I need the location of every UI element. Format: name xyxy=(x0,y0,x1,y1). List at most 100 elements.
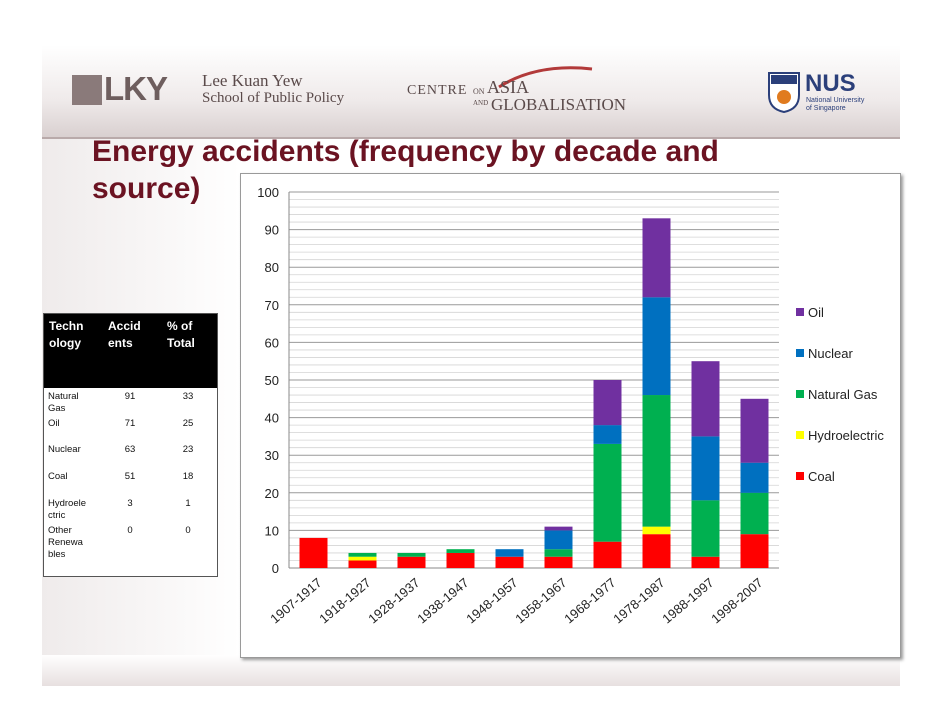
nus-crest-icon xyxy=(768,72,800,113)
caag-logo-swoosh xyxy=(498,66,593,89)
y-tick-label: 30 xyxy=(265,448,279,463)
x-tick-label: 1998-2007 xyxy=(708,575,765,626)
bar-segment xyxy=(299,537,328,568)
y-tick-label: 70 xyxy=(265,298,279,313)
bar-segment xyxy=(691,361,720,437)
x-tick-label: 1968-1977 xyxy=(561,575,618,626)
caag-centre: CENTRE xyxy=(407,83,468,98)
bar-segment xyxy=(642,297,671,396)
bar-segment xyxy=(740,492,769,535)
bar-segment xyxy=(348,556,377,561)
bottom-shade xyxy=(42,655,900,686)
bar-segment xyxy=(397,552,426,557)
x-tick-label: 1958-1967 xyxy=(512,575,569,626)
bar-segment xyxy=(593,425,622,444)
bar-segment xyxy=(495,556,524,568)
nus-line2: of Singapore xyxy=(806,105,846,112)
header-technology-line2: ology xyxy=(49,336,81,350)
nus-mark: NUS xyxy=(805,70,856,97)
nus-logo: NUS National University of Singapore xyxy=(767,71,897,117)
header-percent: % of Total xyxy=(167,318,195,352)
table-cell-accidents: 0 xyxy=(127,525,133,536)
table-cell-technology: Nuclear xyxy=(48,444,81,455)
table-cell-technology: Coal xyxy=(48,471,68,482)
y-tick-label: 80 xyxy=(265,260,279,275)
bar-segment xyxy=(544,526,573,531)
y-tick-label: 10 xyxy=(265,523,279,538)
lky-logo-mark: LKY xyxy=(104,70,168,107)
bar-segment xyxy=(642,526,671,535)
bar-segment xyxy=(642,395,671,527)
slide-title-line1: Energy accidents (frequency by decade an… xyxy=(92,135,719,168)
x-tick-label: 1918-1927 xyxy=(316,575,373,626)
table-cell-percent: 33 xyxy=(182,391,194,402)
legend-label: Nuclear xyxy=(808,346,853,361)
table-cell-technology: Natural Gas xyxy=(48,391,79,414)
lky-logo-line1: Lee Kuan Yew xyxy=(202,71,303,90)
header-technology-line1: Techn xyxy=(49,319,84,333)
caag-on: ON xyxy=(473,87,485,96)
nus-line1: National University xyxy=(806,97,865,104)
caag-asia: ASIA xyxy=(487,77,530,97)
legend-swatch xyxy=(796,472,804,480)
legend-label: Natural Gas xyxy=(808,387,878,402)
accidents-table: Techn ology Accid ents % of Total Natural Ga… xyxy=(43,313,218,577)
stacked-bar-chart: 0 10 20 30 40 50 60 70 80 90 100 1907-19171918-1927… xyxy=(257,185,884,626)
header-accidents: Accid ents xyxy=(108,318,141,352)
bar-segment xyxy=(740,534,769,568)
bar-segment xyxy=(544,530,573,550)
table-cell-percent: 23 xyxy=(182,444,194,455)
table-cell-accidents: 71 xyxy=(124,418,136,429)
legend-label: Coal xyxy=(808,469,835,484)
bar-segment xyxy=(642,534,671,568)
legend-swatch xyxy=(796,390,804,398)
y-tick-label: 90 xyxy=(265,223,279,238)
header-accidents-line2: ents xyxy=(108,336,133,350)
chart-area: 0 10 20 30 40 50 60 70 80 90 100 1907-1917 1918-1927… xyxy=(240,173,901,658)
table-cell-percent: 0 xyxy=(185,525,191,536)
bar-segment xyxy=(544,556,573,568)
legend-swatch xyxy=(796,349,804,357)
bar-segment xyxy=(495,549,524,557)
header-accidents-line1: Accid xyxy=(108,319,141,333)
x-tick-label: 1988-1997 xyxy=(659,575,716,626)
header-divider xyxy=(42,137,900,139)
legend-label: Oil xyxy=(808,305,824,320)
bar-segment xyxy=(691,500,720,557)
legend-label: Hydroelectric xyxy=(808,428,884,443)
table-cell-accidents: 51 xyxy=(124,471,136,482)
header-technology: Techn ology xyxy=(49,318,83,352)
bar-segment xyxy=(348,552,377,557)
bar-segment xyxy=(740,462,769,493)
table-cell-percent: 18 xyxy=(182,471,194,482)
lky-logo: LKY Lee Kuan Yew School of Public Policy xyxy=(72,71,362,111)
table-cell-percent: 25 xyxy=(182,418,194,429)
header-percent-line1: % of xyxy=(167,319,193,333)
bar-segment xyxy=(397,556,426,568)
bar-segment xyxy=(740,398,769,463)
legend-swatch xyxy=(796,308,804,316)
table-cell-accidents: 63 xyxy=(124,444,136,455)
x-tick-label: 1938-1947 xyxy=(414,575,471,626)
slide-title-line2: source) xyxy=(92,172,201,205)
bar-segment xyxy=(691,436,720,501)
table-cell-technology: Hydroele ctric xyxy=(48,498,87,521)
x-tick-label: 1978-1987 xyxy=(610,575,667,626)
table-cell-accidents: 91 xyxy=(124,391,136,402)
y-tick-label: 20 xyxy=(265,486,279,501)
lky-logo-block xyxy=(72,75,102,105)
x-tick-label: 1948-1957 xyxy=(463,575,520,626)
bar-segment xyxy=(544,549,573,557)
table-cell-percent: 1 xyxy=(185,498,191,509)
y-tick-label: 50 xyxy=(265,373,279,388)
bar-segment xyxy=(348,560,377,568)
lky-logo-line2: School of Public Policy xyxy=(202,90,345,106)
bar-segment xyxy=(446,549,475,553)
y-tick-label: 40 xyxy=(265,411,279,426)
table-cell-accidents: 3 xyxy=(127,498,133,509)
table-cell-technology: Other Renewa bles xyxy=(48,525,83,560)
caag-logo: CENTRE ON ASIA AND GLOBALISATION xyxy=(407,63,647,115)
y-tick-label: 100 xyxy=(257,185,279,200)
table-cell-technology: Oil xyxy=(48,418,60,429)
bar-segment xyxy=(593,443,622,542)
